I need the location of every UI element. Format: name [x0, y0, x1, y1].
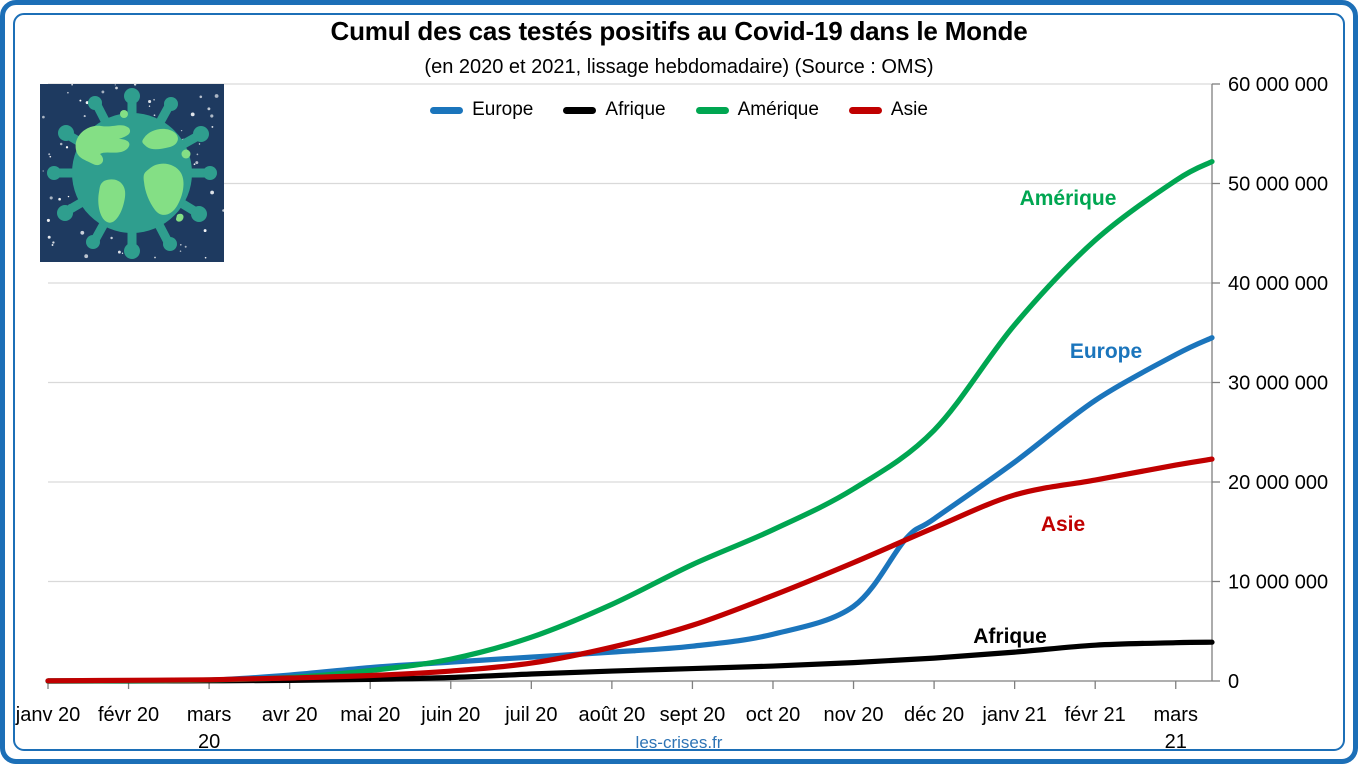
virus-globe-image — [40, 84, 224, 262]
x-axis-labels: janv 20 févr 20 mars 20 avr 20 mai 20 juin 20 j… — [15, 704, 1198, 753]
page-subtitle: (en 2020 et 2021, lissage hebdomadaire) … — [424, 56, 934, 78]
legend-item-europe: Europe — [430, 99, 533, 121]
x-tick-label: janv 21 — [981, 704, 1047, 726]
legend-label: Asie — [890, 99, 928, 120]
x-tick-label: févr 21 — [1065, 704, 1126, 726]
x-tick-label: juil 20 — [504, 704, 557, 726]
legend-label: Europe — [472, 99, 534, 120]
globe-continents — [75, 110, 191, 223]
virus-spike-tips — [47, 88, 217, 259]
x-tick-label: sept 20 — [660, 704, 726, 726]
europe-line-swatch — [430, 106, 464, 114]
y-axis-labels: 0 10 000 000 20 000 000 30 000 000 40 000 00… — [1228, 74, 1328, 693]
y-tick-label: 10 000 000 — [1228, 572, 1328, 594]
x-tick-label: nov 20 — [824, 704, 884, 726]
x-tick-label: avr 20 — [262, 704, 318, 726]
x-tick-label-year: 21 — [1165, 731, 1187, 753]
x-tick-label: juin 20 — [420, 704, 480, 726]
y-tick-label: 30 000 000 — [1228, 373, 1328, 395]
series-label-asie: Asie — [1041, 513, 1085, 536]
x-tick-label: janv 20 — [15, 704, 81, 726]
series-labels: Amérique Europe Asie Afrique — [973, 187, 1142, 648]
x-tick-label-year: 20 — [198, 731, 220, 753]
series-line-afrique — [45, 639, 1215, 684]
source-site-text: les-crises.fr — [635, 733, 723, 752]
y-tick-label: 20 000 000 — [1228, 472, 1328, 494]
page-title: Cumul des cas testés positifs au Covid-1… — [330, 16, 1028, 46]
y-tick-label: 60 000 000 — [1228, 74, 1328, 96]
x-tick-label: août 20 — [579, 704, 646, 726]
legend-label: Amérique — [737, 99, 819, 120]
afrique-line-swatch — [563, 106, 597, 114]
legend-item-asie: Asie — [848, 99, 928, 121]
y-tick-label: 50 000 000 — [1228, 174, 1328, 196]
y-tick-label: 0 — [1228, 671, 1239, 693]
x-tick-label: mars — [1154, 704, 1198, 726]
x-tick-label: févr 20 — [98, 704, 159, 726]
legend-item-afrique: Afrique — [563, 99, 666, 121]
x-tick-label: oct 20 — [746, 704, 800, 726]
y-tick-label: 40 000 000 — [1228, 273, 1328, 295]
series-label-afrique: Afrique — [973, 625, 1047, 648]
gridlines — [48, 83, 1212, 583]
asie-line-swatch — [848, 106, 882, 114]
x-tick-label: mai 20 — [340, 704, 400, 726]
legend: Europe Afrique Amérique Asie — [0, 99, 1358, 121]
legend-label: Afrique — [605, 99, 666, 120]
amerique-line-swatch — [695, 106, 729, 114]
series-label-europe: Europe — [1070, 340, 1142, 363]
series-label-amerique: Amérique — [1020, 187, 1117, 210]
x-tick-label: mars — [187, 704, 231, 726]
legend-item-amerique: Amérique — [695, 99, 819, 121]
x-tick-label: déc 20 — [904, 704, 964, 726]
series-line-asie — [45, 456, 1215, 684]
